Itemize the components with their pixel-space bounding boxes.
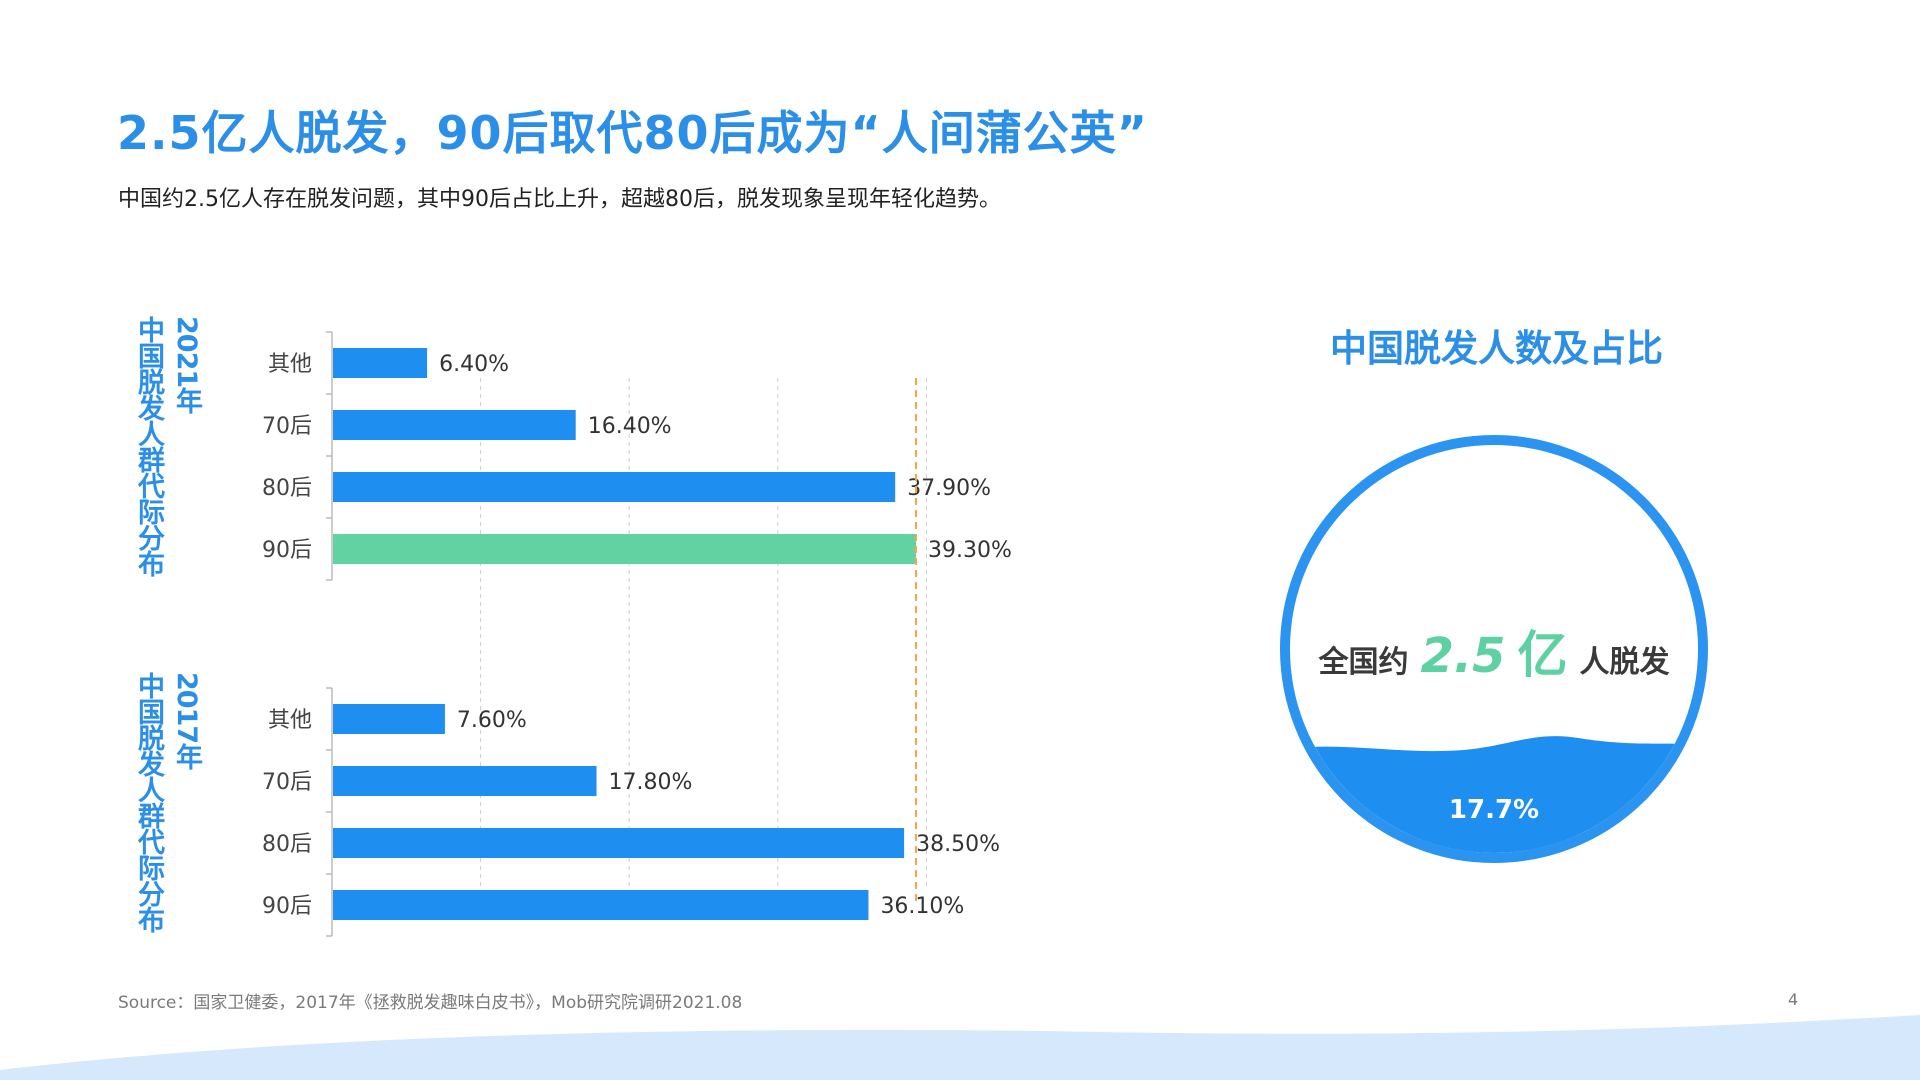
value-label: 6.40%	[439, 352, 509, 377]
value-label: 37.90%	[907, 476, 991, 501]
value-label: 39.30%	[928, 538, 1012, 563]
source-note: Source：国家卫健委，2017年《拯救脱发趣味白皮书》，Mob研究院调研20…	[118, 993, 743, 1013]
bar-2017-0	[333, 704, 445, 734]
category-label: 其他	[268, 708, 312, 733]
category-label: 80后	[262, 832, 312, 857]
page-title: 2.5亿人脱发，90后取代80后成为“人间蒲公英”	[117, 106, 1148, 160]
bar-2017-3	[333, 890, 869, 920]
value-label: 16.40%	[588, 414, 672, 439]
stat-prefix: 全国约	[1318, 645, 1409, 680]
chart-2017-year: 2017年	[171, 672, 202, 770]
chart-2021-title: 中国脱发人群代际分布	[133, 316, 164, 576]
page-number: 4	[1788, 990, 1799, 1009]
bar-2017-2	[333, 828, 905, 858]
bar-2017-1	[333, 766, 597, 796]
page-subtitle: 中国约2.5亿人存在脱发问题，其中90后占比上升，超越80后，脱发现象呈现年轻化…	[118, 187, 1001, 212]
category-label: 70后	[262, 770, 312, 795]
category-label: 90后	[262, 894, 312, 919]
category-label: 80后	[262, 476, 312, 501]
stat-percent: 17.7%	[1448, 795, 1540, 825]
stat-text: 全国约 2.5 亿 人脱发	[1290, 615, 1698, 687]
decorative-wave	[0, 1015, 1920, 1080]
stat-number: 2.5	[1420, 628, 1506, 684]
bar-2021-3	[333, 534, 916, 564]
stat-unit: 亿	[1517, 626, 1568, 684]
value-label: 38.50%	[916, 832, 1000, 857]
chart-2021-year: 2021年	[171, 316, 202, 414]
chart-2017-title: 中国脱发人群代际分布	[133, 672, 164, 932]
stat-panel-title: 中国脱发人数及占比	[1330, 327, 1663, 370]
category-label: 其他	[268, 352, 312, 377]
stat-circle: 全国约 2.5 亿 人脱发 17.7%	[1280, 435, 1708, 863]
category-label: 90后	[262, 538, 312, 563]
bar-2021-0	[333, 348, 428, 378]
chart-2021-label: 2021年 中国脱发人群代际分布	[132, 316, 202, 576]
chart-2017-label: 2017年 中国脱发人群代际分布	[132, 672, 202, 932]
water-fill	[1290, 736, 1698, 853]
bar-2021-1	[333, 410, 576, 440]
value-label: 7.60%	[457, 708, 527, 733]
value-label: 36.10%	[880, 894, 964, 919]
bar-2021-2	[333, 472, 896, 502]
value-label: 17.80%	[609, 770, 693, 795]
category-label: 70后	[262, 414, 312, 439]
stat-suffix: 人脱发	[1579, 645, 1670, 680]
